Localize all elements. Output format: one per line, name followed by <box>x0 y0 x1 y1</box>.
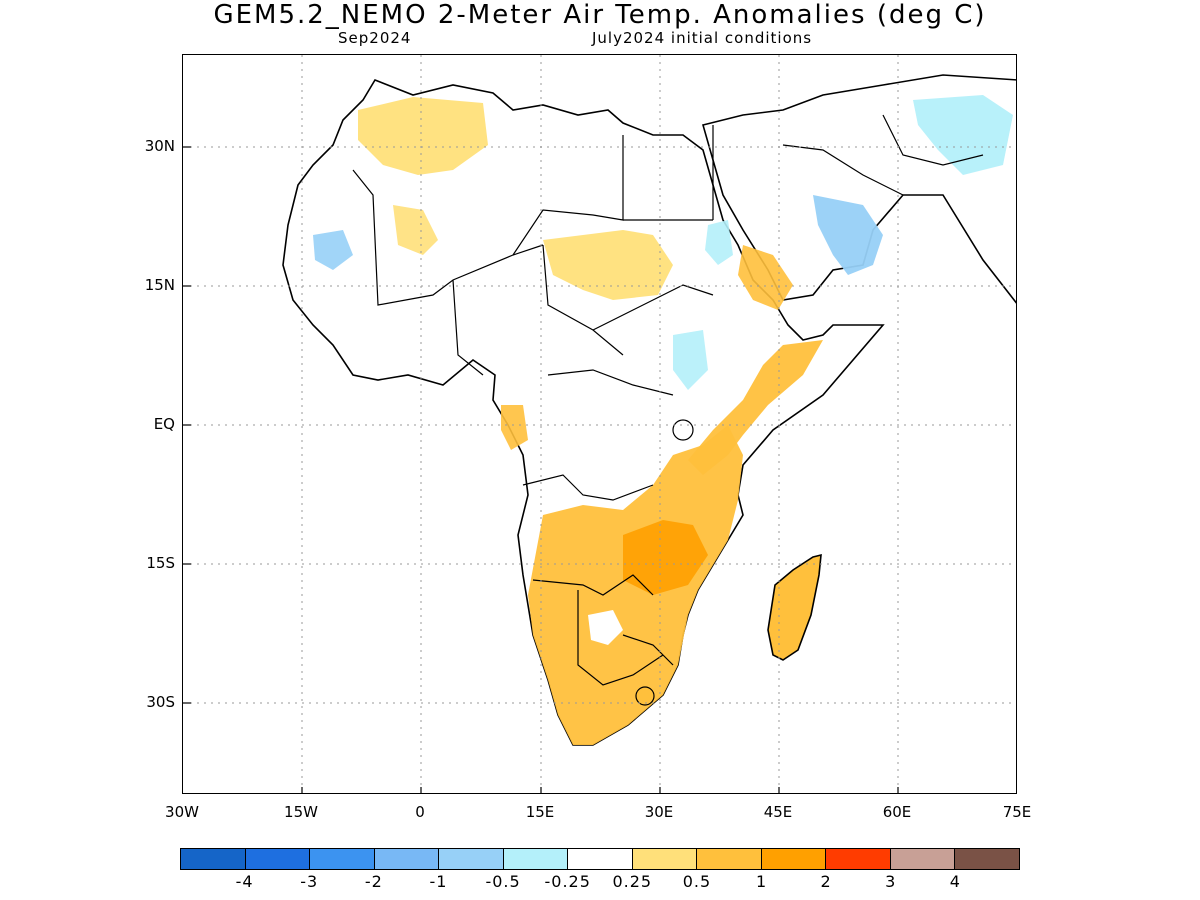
anomaly-mauritania-cool <box>313 230 353 270</box>
colorbar-label: 3 <box>885 872 897 891</box>
initial-conditions: July2024 initial conditions <box>592 29 813 47</box>
gridlines <box>183 55 1016 793</box>
lesotho <box>635 686 655 706</box>
colorbar-label: -2 <box>364 872 383 891</box>
lake-victoria <box>672 419 694 441</box>
colorbar-label: 0.25 <box>612 872 653 891</box>
map-svg <box>183 55 1016 793</box>
colorbar-segment <box>697 849 762 869</box>
anomaly-sudan-cool <box>705 220 733 265</box>
lat-label-30n: 30N <box>144 137 175 155</box>
anomaly-iran-cool <box>913 95 1013 175</box>
colorbar-label: -4 <box>235 872 254 891</box>
lon-label-60e: 60E <box>882 803 912 821</box>
country-borders <box>352 114 984 686</box>
anomaly-west-sahara <box>393 205 438 255</box>
colorbar-label: 4 <box>949 872 961 891</box>
colorbar-segment <box>181 849 246 869</box>
forecast-month: Sep2024 <box>338 29 412 47</box>
colorbar-segment <box>890 849 956 869</box>
colorbar-segment <box>310 849 375 869</box>
lon-label-15e: 15E <box>525 803 555 821</box>
anomaly-congo-west <box>501 405 528 450</box>
colorbar-label: -0.25 <box>544 872 591 891</box>
lon-label-30e: 30E <box>644 803 674 821</box>
anomaly-zambia-core <box>623 520 708 595</box>
anomaly-east-africa <box>688 340 823 475</box>
colorbar-label: -3 <box>300 872 319 891</box>
colorbar <box>180 848 1020 870</box>
anomaly-ethiopia-cool <box>673 330 708 390</box>
lon-label-75e: 75E <box>1002 803 1032 821</box>
lon-label-30w: 30W <box>165 803 199 821</box>
lon-label-15w: 15W <box>284 803 318 821</box>
colorbar-segment <box>955 849 1019 869</box>
lat-label-15s: 15S <box>146 554 175 572</box>
colorbar-segment <box>374 849 440 869</box>
lon-label-0: 0 <box>415 803 425 821</box>
colorbar-label: 0.5 <box>682 872 712 891</box>
colorbar-segment <box>632 849 698 869</box>
anomaly-sahel-east <box>543 230 673 300</box>
anomaly-north-africa <box>358 97 488 175</box>
map-frame <box>182 54 1017 794</box>
colorbar-label: 1 <box>755 872 768 891</box>
colorbar-label: -1 <box>429 872 448 891</box>
plot-title: GEM5.2_NEMO 2-Meter Air Temp. Anomalies … <box>213 0 987 30</box>
lat-label-15n: 15N <box>144 276 175 294</box>
colorbar-segment <box>245 849 311 869</box>
neutral-kalahari <box>588 610 623 645</box>
lat-label-30s: 30S <box>146 693 175 711</box>
colorbar-segment <box>826 849 891 869</box>
anomaly-arabia-cool <box>813 195 883 275</box>
colorbar-label: 2 <box>820 872 832 891</box>
lat-label-eq: EQ <box>153 415 175 433</box>
lon-label-45e: 45E <box>763 803 793 821</box>
madagascar <box>767 553 822 661</box>
colorbar-segment <box>503 849 569 869</box>
colorbar-segment <box>439 849 504 869</box>
colorbar-segment <box>761 849 827 869</box>
colorbar-segment <box>568 849 633 869</box>
colorbar-label: -0.5 <box>485 872 521 891</box>
ticks <box>183 146 899 793</box>
